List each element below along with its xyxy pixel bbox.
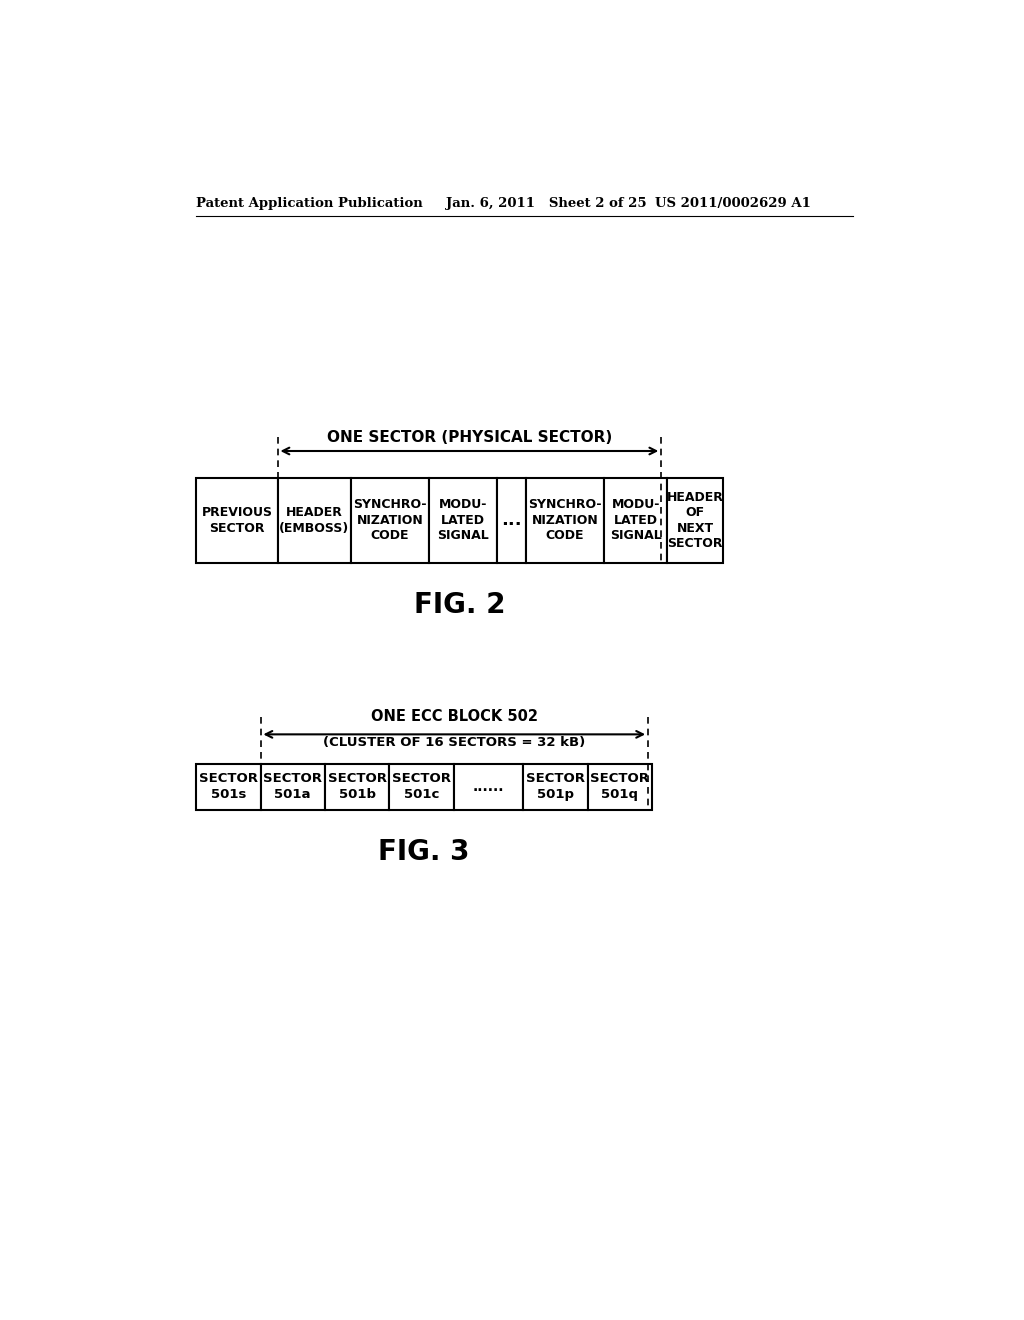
Text: MODU-
LATED
SIGNAL: MODU- LATED SIGNAL — [609, 499, 662, 543]
Bar — [668, 478, 723, 562]
Bar — [197, 763, 260, 809]
Bar — [325, 763, 389, 809]
Bar — [523, 763, 588, 809]
Bar — [429, 478, 497, 562]
Text: SECTOR
501s: SECTOR 501s — [199, 772, 258, 801]
Text: FIG. 3: FIG. 3 — [378, 838, 470, 866]
Text: Patent Application Publication: Patent Application Publication — [197, 197, 423, 210]
Text: (CLUSTER OF 16 SECTORS = 32 kB): (CLUSTER OF 16 SECTORS = 32 kB) — [324, 737, 586, 748]
Text: US 2011/0002629 A1: US 2011/0002629 A1 — [655, 197, 811, 210]
Bar — [351, 478, 429, 562]
Text: Jan. 6, 2011   Sheet 2 of 25: Jan. 6, 2011 Sheet 2 of 25 — [445, 197, 646, 210]
Text: SECTOR
501c: SECTOR 501c — [392, 772, 451, 801]
Text: PREVIOUS
SECTOR: PREVIOUS SECTOR — [202, 506, 272, 535]
Bar — [389, 763, 454, 809]
Text: SYNCHRO-
NIZATION
CODE: SYNCHRO- NIZATION CODE — [353, 499, 427, 543]
Text: MODU-
LATED
SIGNAL: MODU- LATED SIGNAL — [437, 499, 488, 543]
Bar — [526, 478, 604, 562]
Bar — [197, 478, 278, 562]
Bar — [278, 478, 351, 562]
Text: SECTOR
501b: SECTOR 501b — [328, 772, 386, 801]
Text: SECTOR
501a: SECTOR 501a — [263, 772, 323, 801]
Text: HEADER
(EMBOSS): HEADER (EMBOSS) — [280, 506, 349, 535]
Text: ONE SECTOR (PHYSICAL SECTOR): ONE SECTOR (PHYSICAL SECTOR) — [327, 430, 612, 445]
Bar — [454, 763, 523, 809]
Text: HEADER
OF
NEXT
SECTOR: HEADER OF NEXT SECTOR — [667, 491, 724, 550]
Bar — [497, 478, 526, 562]
Text: ...: ... — [502, 511, 522, 529]
Text: SECTOR
501p: SECTOR 501p — [526, 772, 585, 801]
Bar — [260, 763, 325, 809]
Text: FIG. 2: FIG. 2 — [414, 591, 506, 619]
Bar — [588, 763, 652, 809]
Text: SYNCHRO-
NIZATION
CODE: SYNCHRO- NIZATION CODE — [528, 499, 602, 543]
Text: SECTOR
501q: SECTOR 501q — [590, 772, 649, 801]
Text: ONE ECC BLOCK 502: ONE ECC BLOCK 502 — [371, 709, 538, 725]
Text: ......: ...... — [473, 780, 504, 793]
Bar — [604, 478, 668, 562]
